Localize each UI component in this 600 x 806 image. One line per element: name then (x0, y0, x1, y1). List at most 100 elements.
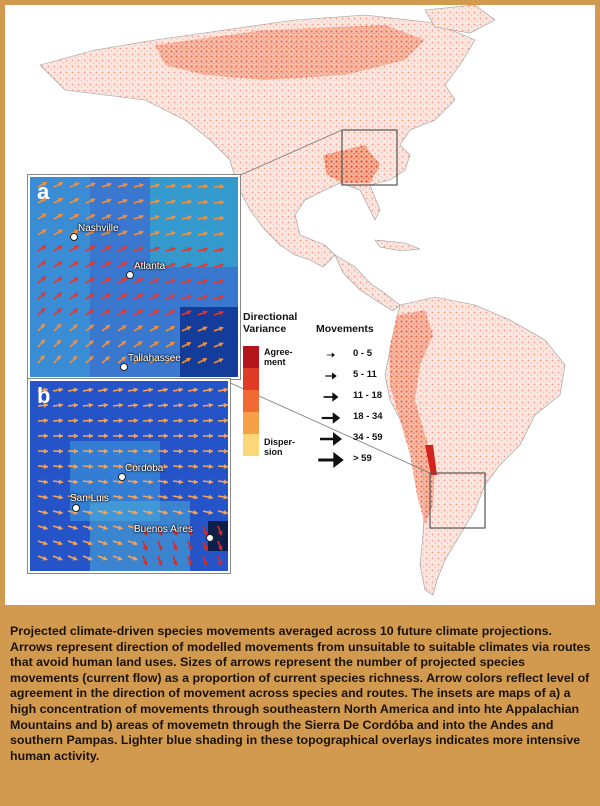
flow-arrowhead (87, 540, 93, 546)
movement-class-label: 5 - 11 (353, 369, 377, 380)
arrow-right-icon (321, 412, 341, 424)
variance-color-bar (243, 346, 259, 456)
flow-arrowhead (163, 402, 168, 408)
flow-arrowhead (217, 530, 223, 536)
inset-a-letter: a (37, 179, 50, 204)
flow-arrowhead (73, 402, 78, 408)
flow-arrowhead (39, 355, 45, 361)
central-america (334, 254, 401, 312)
flow-arrowhead (187, 231, 192, 236)
flow-arrowhead (203, 215, 208, 221)
flow-arrowhead (137, 357, 143, 362)
flow-arrowhead (72, 340, 78, 345)
inset-b-map: b Cordoba San Luis Buenos Aires (28, 379, 230, 573)
flow-arrowhead (178, 448, 183, 454)
flow-arrowhead (170, 246, 176, 252)
flow-arrowhead (103, 494, 108, 500)
inset-a-map: a Nashville Atlanta Tallahassee (28, 175, 240, 379)
flow-arrowhead (88, 494, 93, 500)
flow-arrowhead (193, 387, 198, 393)
flow-arrowhead (88, 525, 93, 531)
atlanta-marker (126, 271, 134, 279)
flow-arrowhead (56, 308, 62, 313)
flow-arrowhead (57, 245, 63, 250)
flow-arrowhead (148, 433, 153, 439)
variance-color-cell (243, 434, 259, 456)
flow-arrowhead (223, 479, 228, 485)
flow-arrowhead (118, 418, 123, 424)
flow-arrowhead (57, 261, 63, 266)
flow-arrowhead (41, 260, 46, 266)
flow-arrowhead (137, 325, 143, 330)
movement-legend-row: 5 - 11 (313, 367, 393, 387)
flow-arrowhead (139, 183, 144, 188)
flow-arrowhead (89, 324, 94, 330)
flow-arrowhead (56, 292, 62, 298)
flow-arrowhead (58, 464, 63, 469)
flow-arrowhead (118, 402, 123, 408)
flow-arrowhead (121, 356, 126, 362)
flow-arrowhead (148, 387, 153, 393)
flow-arrowhead (43, 509, 48, 515)
flow-arrowhead (88, 479, 93, 485)
flow-arrowhead (122, 182, 128, 188)
southeast-us-hotspot (323, 145, 380, 183)
flow-arrowhead (73, 418, 78, 424)
flow-arrowhead (121, 325, 127, 330)
arrow-right-icon (323, 392, 339, 402)
inset-b-arrows (37, 387, 228, 566)
flow-arrowhead (133, 402, 138, 408)
movement-legend-row: 0 - 5 (313, 346, 393, 366)
flow-arrowhead (193, 418, 198, 424)
argentina-box (429, 472, 486, 529)
flow-arrowhead (72, 355, 78, 361)
flow-arrowhead (43, 387, 48, 393)
flow-arrowhead (154, 309, 159, 315)
flow-arrowhead (148, 494, 153, 500)
flow-arrowhead (186, 294, 192, 300)
flow-arrowhead (43, 448, 48, 454)
flow-arrowhead (186, 342, 191, 347)
flow-arrowhead (56, 339, 61, 345)
flow-arrowhead (178, 494, 183, 500)
flow-arrowhead (187, 183, 192, 189)
flow-arrowhead (148, 402, 153, 408)
flow-arrowhead (73, 494, 78, 500)
flow-arrowhead (106, 246, 111, 251)
flow-arrowhead (172, 530, 178, 536)
flow-arrowhead (118, 525, 123, 531)
flow-arrowhead (102, 540, 108, 546)
flow-arrowhead (163, 448, 168, 454)
flow-arrowhead (74, 213, 79, 219)
flow-arrowhead (142, 545, 148, 551)
flow-arrowhead (202, 358, 207, 363)
flow-arrowhead (187, 215, 192, 221)
chile-red-strip (425, 445, 437, 475)
flow-arrowhead (73, 261, 79, 266)
tallahassee-marker (120, 363, 128, 371)
flow-arrowhead (202, 545, 208, 551)
flow-arrowhead (202, 294, 208, 300)
flow-arrowhead (103, 525, 108, 531)
dispersion-line1: Disper- (264, 437, 296, 447)
flow-arrowhead (117, 555, 123, 561)
flow-arrowhead (90, 230, 95, 235)
flow-arrowhead (170, 310, 176, 315)
flow-arrowhead (58, 402, 63, 408)
flow-arrowhead (154, 294, 159, 299)
flow-arrowhead (153, 357, 159, 362)
arctic-islands (424, 5, 496, 34)
flow-arrowhead (133, 418, 138, 424)
flow-arrowhead (102, 555, 108, 561)
flow-arrowhead (41, 213, 47, 218)
flow-arrowhead (218, 342, 224, 347)
flow-arrowhead (58, 197, 63, 203)
flow-arrowhead (87, 555, 93, 561)
dispersion-line2: sion (264, 447, 283, 457)
flow-arrowhead (219, 263, 224, 269)
flow-arrowhead (208, 479, 213, 485)
flow-arrowhead (132, 555, 138, 561)
flow-arrowhead (178, 509, 183, 515)
flow-arrowhead (163, 494, 168, 500)
movement-legend-row: 11 - 18 (313, 388, 393, 408)
